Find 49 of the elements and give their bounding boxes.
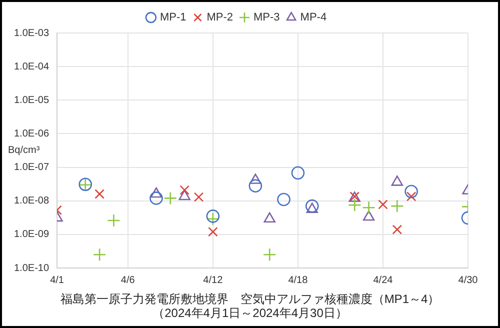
- y-tick-label: 1.0E-09: [14, 229, 50, 240]
- x-tick-label: 4/24: [373, 274, 394, 286]
- x-tick-label: 4/6: [120, 274, 136, 286]
- x-tick-label: 4/30: [458, 274, 478, 286]
- point: [180, 185, 190, 195]
- y-tick-label: 1.0E-07: [14, 162, 50, 174]
- point: [194, 192, 204, 202]
- legend-label: MP-4: [300, 12, 327, 24]
- y-tick-label: 1.0E-04: [14, 61, 50, 72]
- point: [178, 190, 190, 200]
- point: [390, 199, 404, 213]
- legend-label: MP-2: [206, 12, 233, 24]
- legend-label: MP-1: [160, 12, 186, 24]
- point: [362, 210, 375, 221]
- point: [348, 198, 362, 212]
- y-tick-label: 1.0E-03: [14, 28, 50, 39]
- point: [362, 200, 376, 214]
- point: [378, 200, 388, 210]
- point: [391, 176, 403, 186]
- point: [392, 224, 402, 234]
- point: [291, 166, 305, 180]
- point: [206, 212, 220, 226]
- point: [305, 199, 319, 213]
- y-axis-title: Bq/cm³: [8, 145, 40, 157]
- x-tick-label: 4/12: [203, 274, 224, 286]
- point: [150, 192, 163, 205]
- y-tick-label: 1.0E-05: [14, 94, 50, 106]
- text: （2024年4月1日～2024年4月30日）: [152, 306, 348, 320]
- x-tick-label: 4/18: [288, 274, 308, 286]
- point: [164, 192, 178, 205]
- point: [262, 248, 276, 262]
- point: [306, 202, 318, 213]
- point: [248, 179, 262, 192]
- point: [250, 174, 262, 184]
- y-tick-label: 1.0E-08: [14, 196, 50, 207]
- point: [277, 192, 290, 206]
- point: [107, 214, 120, 228]
- point: [94, 189, 104, 199]
- point: [206, 210, 220, 223]
- text: 福島第一原子力発電所敷地境界 空気中アルファ核種濃度（MP1～4）: [59, 292, 441, 306]
- point: [92, 248, 106, 262]
- y-tick-label: 1.0E-10: [14, 262, 50, 274]
- legend-label: MP-3: [254, 12, 280, 24]
- point: [264, 212, 276, 223]
- point: [150, 187, 162, 198]
- y-tick-label: 1.0E-06: [14, 128, 50, 140]
- point: [404, 184, 418, 198]
- point: [208, 226, 218, 237]
- x-tick-label: 4/1: [50, 274, 64, 286]
